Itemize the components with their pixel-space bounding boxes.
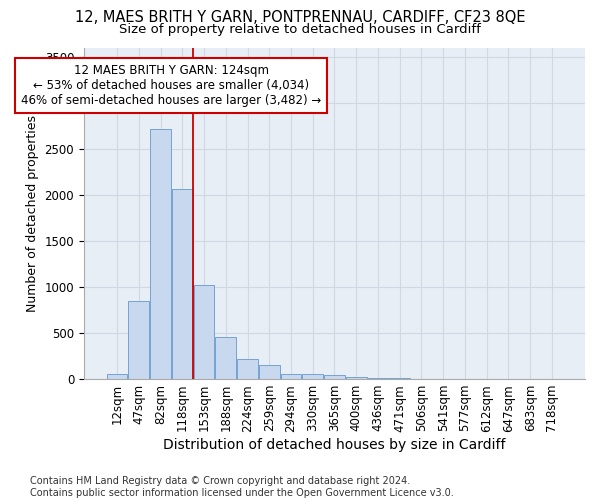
Text: Contains HM Land Registry data © Crown copyright and database right 2024.
Contai: Contains HM Land Registry data © Crown c… <box>30 476 454 498</box>
Bar <box>128 301 149 379</box>
Text: 12, MAES BRITH Y GARN, PONTPRENNAU, CARDIFF, CF23 8QE: 12, MAES BRITH Y GARN, PONTPRENNAU, CARD… <box>75 10 525 25</box>
Bar <box>150 128 171 379</box>
Bar <box>281 374 301 379</box>
Bar <box>215 336 236 379</box>
Bar <box>107 374 127 379</box>
Bar <box>302 374 323 379</box>
Bar <box>346 377 367 379</box>
X-axis label: Distribution of detached houses by size in Cardiff: Distribution of detached houses by size … <box>163 438 506 452</box>
Bar <box>259 366 280 379</box>
Bar <box>324 376 345 379</box>
Text: 12 MAES BRITH Y GARN: 124sqm
← 53% of detached houses are smaller (4,034)
46% of: 12 MAES BRITH Y GARN: 124sqm ← 53% of de… <box>21 64 322 107</box>
Y-axis label: Number of detached properties: Number of detached properties <box>26 115 39 312</box>
Bar <box>194 285 214 379</box>
Bar <box>237 360 258 379</box>
Text: Size of property relative to detached houses in Cardiff: Size of property relative to detached ho… <box>119 22 481 36</box>
Bar <box>172 190 193 379</box>
Bar <box>389 378 410 379</box>
Bar <box>368 378 388 379</box>
